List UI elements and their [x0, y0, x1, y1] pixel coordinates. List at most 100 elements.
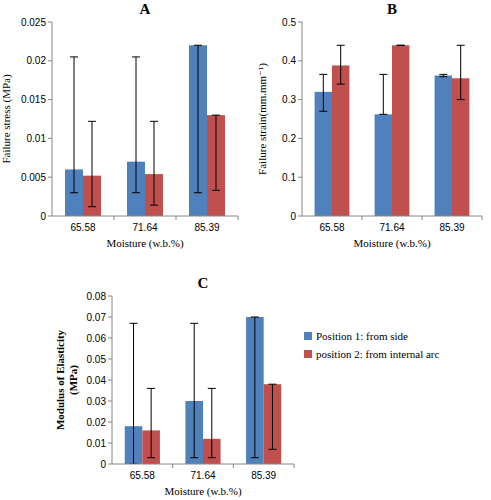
error-bar [130, 323, 138, 464]
x-tick-label: 85.39 [194, 222, 219, 233]
error-bar [439, 74, 447, 76]
y-tick-label: 0.03 [87, 396, 107, 407]
y-tick-label: 0.02 [87, 417, 107, 428]
y-axis-label-line: Modulus of Elasticity [54, 329, 66, 430]
y-tick [108, 422, 112, 423]
y-tick [108, 443, 112, 444]
x-axis [112, 464, 294, 465]
legend-label: Position 1: from side [316, 330, 408, 342]
y-tick [48, 99, 52, 100]
y-axis-label: Failure strain(mm.mm⁻¹) [256, 63, 269, 175]
error-cap [457, 45, 465, 46]
y-tick-label: 0 [40, 211, 46, 222]
error-cap [319, 74, 327, 75]
error-line [340, 45, 341, 84]
error-line [460, 45, 461, 99]
y-tick-label: 0 [100, 459, 106, 470]
x-tick-label: 65.58 [319, 222, 344, 233]
error-cap [70, 56, 78, 57]
x-axis [302, 216, 482, 217]
title: C [198, 275, 209, 291]
panel: A00.0050.010.0150.020.02565.5871.6485.39… [0, 1, 238, 250]
error-line [153, 121, 154, 205]
y-tick [298, 216, 302, 217]
y-tick [48, 177, 52, 178]
x-tick [482, 216, 483, 220]
y-axis-label-line: Failure strain(mm.mm⁻¹) [256, 63, 269, 175]
error-cap [190, 457, 198, 458]
x-tick-label: 85.39 [439, 222, 464, 233]
x-tick-label: 71.64 [132, 222, 157, 233]
error-cap [251, 317, 259, 318]
y-tick-label: 0.06 [87, 333, 107, 344]
y-tick-label: 0.07 [87, 312, 107, 323]
error-bar [268, 384, 276, 449]
y-axis [302, 22, 303, 216]
error-cap [397, 45, 405, 46]
error-cap [397, 45, 405, 46]
error-bar [212, 115, 220, 190]
error-cap [88, 121, 96, 122]
x-axis-label: Moisture (w.b.%) [164, 485, 242, 498]
legend-swatch [304, 350, 312, 358]
error-line [136, 57, 137, 193]
y-axis-label: Modulus of Elasticity(MPa) [54, 329, 80, 430]
y-tick-label: 0.005 [21, 172, 46, 183]
panel: C00.010.020.030.040.050.060.070.0865.587… [54, 275, 440, 498]
x-tick [294, 464, 295, 468]
error-cap [457, 99, 465, 100]
y-tick [298, 22, 302, 23]
plot-area [315, 45, 470, 216]
y-tick [298, 138, 302, 139]
error-cap [147, 388, 155, 389]
error-cap [212, 115, 220, 116]
y-tick-label: 0.015 [21, 94, 46, 105]
y-tick [48, 60, 52, 61]
y-tick-label: 0.08 [87, 291, 107, 302]
x-tick-label: 65.58 [130, 470, 155, 481]
x-tick-label: 71.64 [190, 470, 215, 481]
error-line [215, 115, 216, 190]
error-bar [132, 57, 140, 193]
error-bar [397, 45, 405, 46]
legend-label: position 2: from internal arc [316, 348, 440, 360]
error-bar [457, 45, 465, 99]
y-tick-label: 0 [290, 211, 296, 222]
error-cap [70, 192, 78, 193]
error-cap [132, 56, 140, 57]
x-tick [176, 216, 177, 220]
y-tick [108, 317, 112, 318]
y-tick [108, 296, 112, 297]
y-tick-label: 0.01 [87, 438, 107, 449]
error-cap [268, 384, 276, 385]
error-cap [208, 388, 216, 389]
bar [435, 76, 452, 216]
bar [392, 45, 409, 216]
error-cap [337, 84, 345, 85]
bar [375, 114, 392, 216]
title: A [140, 1, 151, 17]
error-cap [88, 206, 96, 207]
y-tick-label: 0.025 [21, 17, 46, 28]
legend: Position 1: from side position 2: from in… [304, 330, 440, 360]
y-tick-label: 0.5 [282, 17, 296, 28]
y-tick-label: 0.01 [27, 133, 47, 144]
x-tick-label: 71.64 [379, 222, 404, 233]
error-bar [70, 57, 78, 193]
error-line [194, 323, 195, 457]
error-cap [130, 323, 138, 324]
error-line [211, 388, 212, 457]
y-tick [298, 99, 302, 100]
y-tick [108, 338, 112, 339]
error-cap [194, 192, 202, 193]
x-tick [233, 464, 234, 468]
bar [332, 65, 349, 216]
y-tick-label: 0.04 [87, 375, 107, 386]
y-tick [48, 138, 52, 139]
y-axis-label: Failure stress (MPa) [0, 74, 13, 164]
error-bar [194, 45, 202, 192]
plot-area [125, 317, 282, 464]
bar [264, 384, 282, 464]
error-cap [379, 74, 387, 75]
error-cap [132, 192, 140, 193]
